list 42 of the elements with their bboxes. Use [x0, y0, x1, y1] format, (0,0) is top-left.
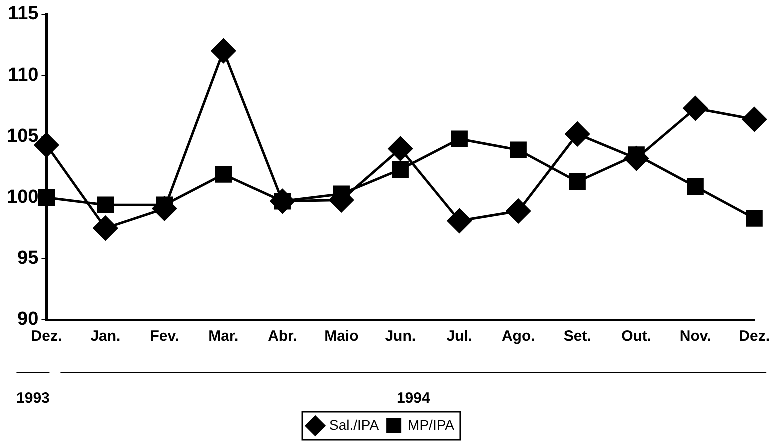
point — [152, 196, 177, 222]
legend-label: Sal./IPA — [330, 416, 380, 433]
point — [215, 166, 232, 183]
point — [451, 130, 468, 148]
point — [624, 146, 649, 171]
point — [746, 210, 763, 227]
point — [506, 198, 531, 224]
y-tick-label: 105 — [7, 126, 40, 147]
point — [38, 189, 56, 206]
point — [392, 161, 409, 178]
x-tick-label: Out. — [622, 328, 652, 346]
y-tick-label: 115 — [8, 4, 40, 25]
x-tick-label: Dez. — [31, 328, 62, 346]
point — [687, 178, 704, 196]
text: 1993 — [16, 390, 50, 408]
x-tick-label: Ago. — [502, 328, 536, 346]
point — [447, 208, 472, 234]
x-tick-label: Nov. — [680, 328, 712, 346]
point — [97, 196, 114, 214]
point — [565, 122, 590, 146]
x-tick-label: Jul. — [446, 328, 473, 346]
point — [388, 136, 413, 162]
x-tick-label: Abr. — [268, 328, 298, 346]
point — [93, 216, 118, 241]
x-tick-label: Mar. — [208, 328, 239, 346]
text: 1994 — [396, 390, 431, 408]
x-tick-label: Jun. — [385, 328, 416, 346]
point — [683, 96, 708, 121]
x-tick-label: Dez. — [739, 328, 770, 346]
point — [510, 142, 527, 158]
x-tick-label: Jan. — [90, 328, 121, 346]
y-tick-label: 90 — [18, 309, 39, 330]
x-tick-label: Set. — [564, 328, 592, 346]
y-tick-label: 95 — [18, 248, 40, 270]
y-tick-label: 110 — [8, 64, 39, 86]
point — [211, 38, 236, 64]
point — [569, 174, 586, 190]
x-tick-label: Fev. — [150, 328, 180, 346]
x-tick-label: Maio — [324, 328, 359, 346]
y-tick-label: 100 — [7, 186, 39, 208]
point — [742, 107, 767, 132]
legend-label: MP/IPA — [408, 416, 456, 433]
